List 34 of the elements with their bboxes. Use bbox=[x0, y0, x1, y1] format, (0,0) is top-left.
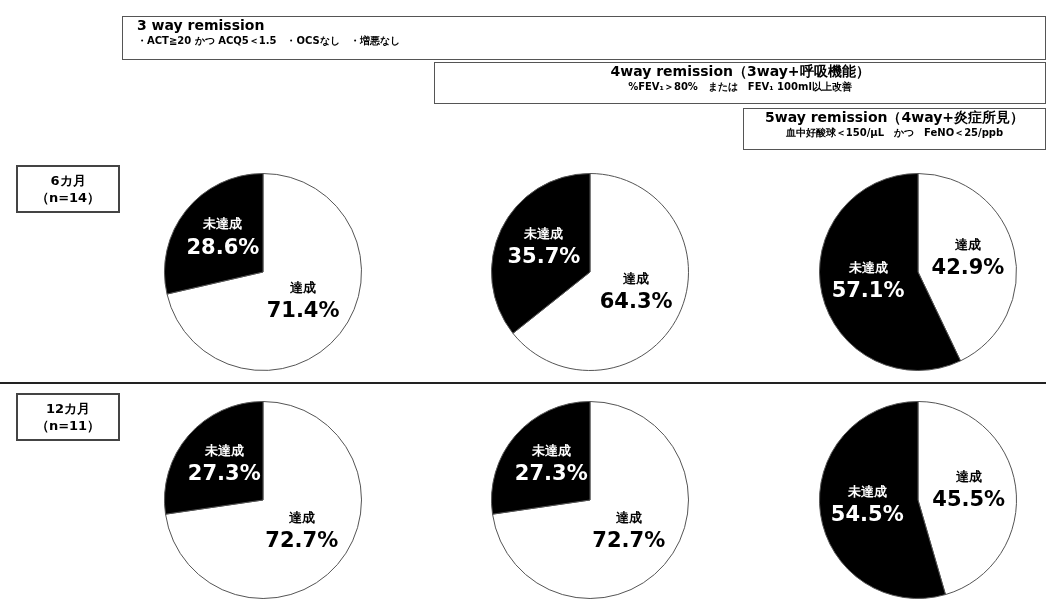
text: 12カ月 bbox=[44, 400, 92, 417]
data-label: 35.7% bbox=[507, 244, 581, 269]
slice-label: 達成 bbox=[287, 509, 315, 525]
data-label: 64.3% bbox=[599, 288, 673, 313]
slice-label: 達成 bbox=[622, 270, 650, 286]
slice-label: 達成 bbox=[289, 280, 317, 296]
text: （n=14） bbox=[34, 189, 102, 206]
slice-label: 未達成 bbox=[202, 216, 243, 232]
slice-label: 達成 bbox=[953, 237, 981, 253]
chart-subtitle: 血中好酸球＜150/μL かつ FeNO＜25/ppb bbox=[784, 126, 1005, 139]
data-label: 72.7% bbox=[265, 527, 339, 552]
slice-label: 達成 bbox=[954, 469, 982, 485]
chart-title: 5way remission（4way+炎症所見） bbox=[763, 109, 1026, 126]
data-label: 28.6% bbox=[186, 234, 260, 259]
chart-subtitle: ・ACT≧20 かつ ACQ5＜1.5 ・OCSなし ・増悪なし bbox=[137, 34, 401, 47]
text: （n=11） bbox=[34, 417, 102, 434]
text: 4way remission（3way+呼吸機能） bbox=[609, 63, 871, 80]
data-label: 27.3% bbox=[187, 460, 261, 485]
data-label: 54.5% bbox=[830, 501, 904, 526]
slice-label: 未達成 bbox=[846, 483, 887, 499]
data-label: 45.5% bbox=[932, 487, 1006, 512]
text: 6カ月 bbox=[49, 172, 87, 189]
slice-label: 未達成 bbox=[523, 226, 564, 242]
slice-label: 未達成 bbox=[847, 259, 888, 275]
text: %FEV₁＞80% または FEV₁ 100ml以上改善 bbox=[627, 80, 853, 93]
slice-label: 未達成 bbox=[530, 442, 571, 458]
slice-label: 未達成 bbox=[203, 442, 244, 458]
slice-label: 達成 bbox=[614, 509, 642, 525]
data-label: 42.9% bbox=[931, 255, 1005, 280]
data-label: 57.1% bbox=[831, 277, 905, 302]
data-label: 71.4% bbox=[266, 298, 340, 323]
data-label: 72.7% bbox=[592, 527, 666, 552]
chart-title: 3 way remission bbox=[137, 17, 266, 34]
data-label: 27.3% bbox=[514, 460, 588, 485]
